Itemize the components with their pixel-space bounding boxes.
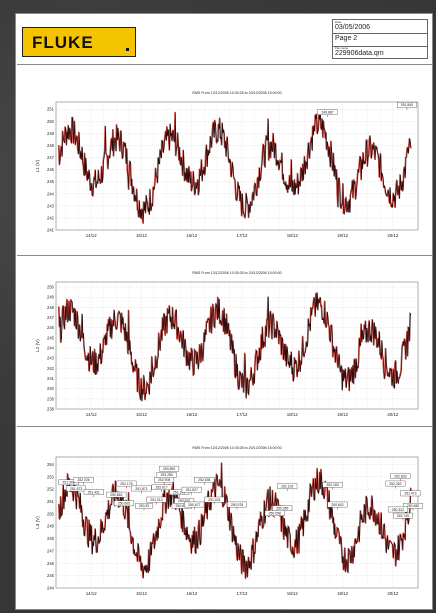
meta-date-value: 03/05/2006 <box>335 24 371 31</box>
meta-file: File name 229906data.qm <box>333 46 427 59</box>
report-meta-box: Date 03/05/2006 Page 2 File name 229906d… <box>332 19 428 59</box>
logo-text: FLUKE <box>32 33 94 52</box>
section-divider-1 <box>17 255 433 256</box>
fluke-logo: FLUKE <box>22 27 136 57</box>
section-divider-2 <box>17 426 433 427</box>
report-page <box>15 13 433 610</box>
meta-date-label: Date <box>335 20 342 24</box>
meta-page-value: Page 2 <box>335 35 358 42</box>
meta-date: Date 03/05/2006 <box>333 20 427 34</box>
meta-file-label: File name <box>335 46 349 50</box>
meta-page: Page 2 <box>333 33 427 47</box>
logo-dot <box>126 48 129 51</box>
meta-file-value: 229906data.qm <box>335 50 384 57</box>
header-divider <box>17 64 433 65</box>
